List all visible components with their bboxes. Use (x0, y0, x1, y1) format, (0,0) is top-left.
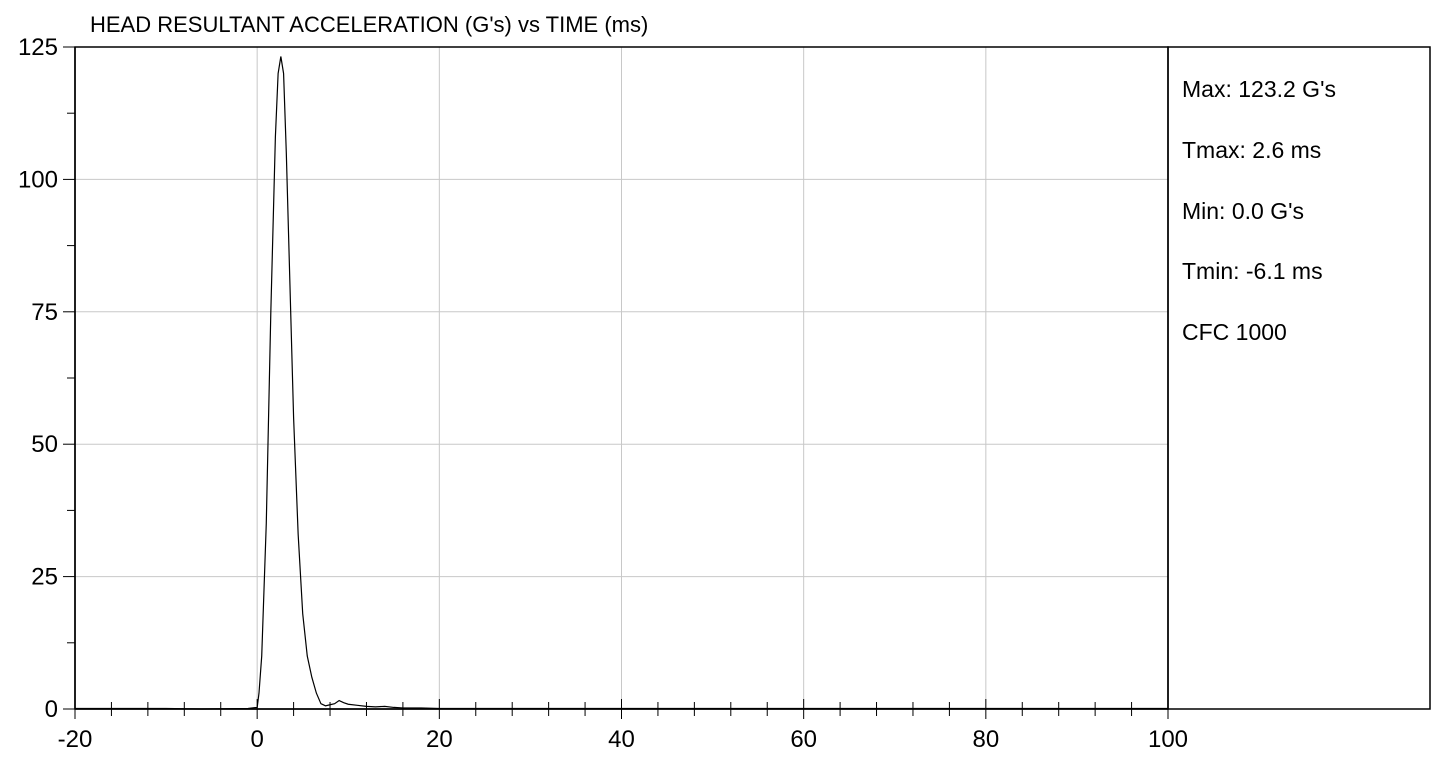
x-tick-label: 40 (608, 726, 635, 753)
grid (75, 47, 1168, 709)
stat-tmax: Tmax: 2.6 ms (1182, 137, 1321, 163)
y-tick-label: 100 (18, 166, 58, 193)
x-tick-label: 60 (790, 726, 817, 753)
y-tick-label: 25 (31, 564, 58, 591)
y-tick-label: 75 (31, 299, 58, 326)
x-tick-label: 100 (1148, 726, 1188, 753)
x-tick-label: 0 (250, 726, 263, 753)
y-tick-label: 50 (31, 431, 58, 458)
stats-panel (1167, 46, 1431, 710)
stat-max: Max: 123.2 G's (1182, 76, 1336, 102)
x-tick-label: -20 (58, 726, 93, 753)
x-tick-label: 20 (426, 726, 453, 753)
stat-tmin: Tmin: -6.1 ms (1182, 258, 1323, 284)
x-tick-label: 80 (972, 726, 999, 753)
stat-min: Min: 0.0 G's (1182, 198, 1304, 224)
y-tick-label: 125 (18, 34, 58, 61)
stat-cfc: CFC 1000 (1182, 319, 1287, 345)
chart-title: HEAD RESULTANT ACCELERATION (G's) vs TIM… (90, 12, 648, 37)
axis-ticks (63, 46, 1169, 719)
y-tick-label: 0 (45, 696, 58, 723)
